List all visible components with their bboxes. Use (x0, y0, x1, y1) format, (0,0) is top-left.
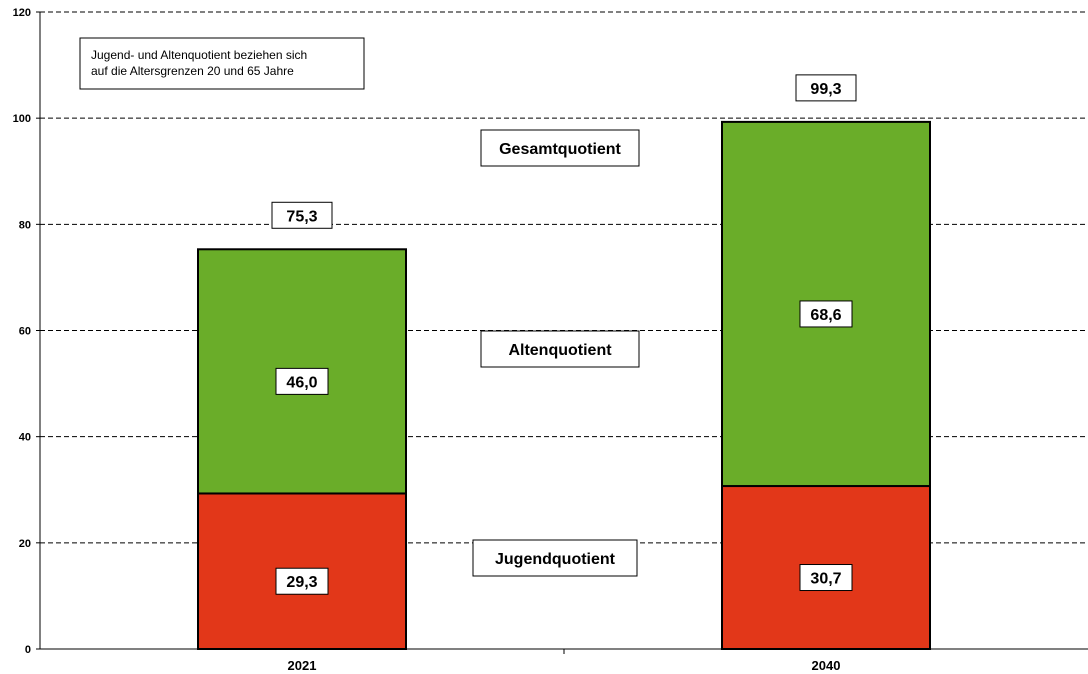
y-tick-label-120: 120 (13, 7, 31, 19)
label-jugend-2021-box (275, 567, 329, 595)
label-alten-2021-text: 46,0 (286, 374, 317, 391)
series-label-jugend: Jugendquotient (472, 539, 638, 577)
label-gesamt-2040-box (795, 74, 857, 102)
label-alten-2040-box (799, 300, 853, 328)
y-tick-label-20: 20 (19, 538, 31, 550)
x-category-2040: 2040 (812, 658, 841, 673)
label-alten-2021-box (275, 367, 329, 395)
label-alten-2021: 46,0 (275, 367, 329, 395)
label-jugend-2040: 30,7 (799, 564, 853, 592)
note-line-1: Jugend- und Altenquotient beziehen sich (91, 48, 307, 62)
series-label-gesamt-box (480, 129, 640, 167)
label-alten-2040: 68,6 (799, 300, 853, 328)
series-label-alten-text: Altenquotient (508, 342, 612, 359)
label-jugend-2021-text: 29,3 (286, 574, 317, 591)
label-jugend-2021: 29,3 (275, 567, 329, 595)
series-label-gesamt-text: Gesamtquotient (499, 141, 621, 158)
note-box: Jugend- und Altenquotient beziehen sich … (79, 37, 365, 90)
label-jugend-2040-text: 30,7 (810, 571, 841, 588)
y-tick-label-0: 0 (25, 644, 31, 656)
series-label-jugend-box (472, 539, 638, 577)
note-box-frame (79, 37, 365, 90)
y-tick-label-60: 60 (19, 326, 31, 338)
x-category-2021: 2021 (288, 658, 317, 673)
axes (39, 12, 1088, 654)
note-line-2: auf die Altersgrenzen 20 und 65 Jahre (91, 64, 294, 78)
series-label-jugend-text: Jugendquotient (495, 551, 616, 568)
label-alten-2040-text: 68,6 (810, 307, 841, 324)
y-tick-label-40: 40 (19, 432, 31, 444)
y-tick-label-80: 80 (19, 219, 31, 231)
series-label-alten: Altenquotient (480, 330, 640, 368)
series-label-alten-box (480, 330, 640, 368)
series-label-gesamt: Gesamtquotient (480, 129, 640, 167)
y-tick-label-100: 100 (13, 113, 31, 125)
label-gesamt-2021-text: 75,3 (286, 208, 317, 225)
label-gesamt-2021: 75,3 (271, 201, 333, 229)
y-axis-ticks: 0 20 40 60 80 100 120 (13, 7, 40, 656)
label-gesamt-2021-box (271, 201, 333, 229)
x-axis-categories: 2021 2040 (288, 658, 841, 673)
label-jugend-2040-box (799, 564, 853, 592)
label-gesamt-2040-text: 99,3 (810, 81, 841, 98)
value-labels: 29,3 46,0 75,3 30,7 68,6 99,3 (271, 74, 857, 595)
label-gesamt-2040: 99,3 (795, 74, 857, 102)
